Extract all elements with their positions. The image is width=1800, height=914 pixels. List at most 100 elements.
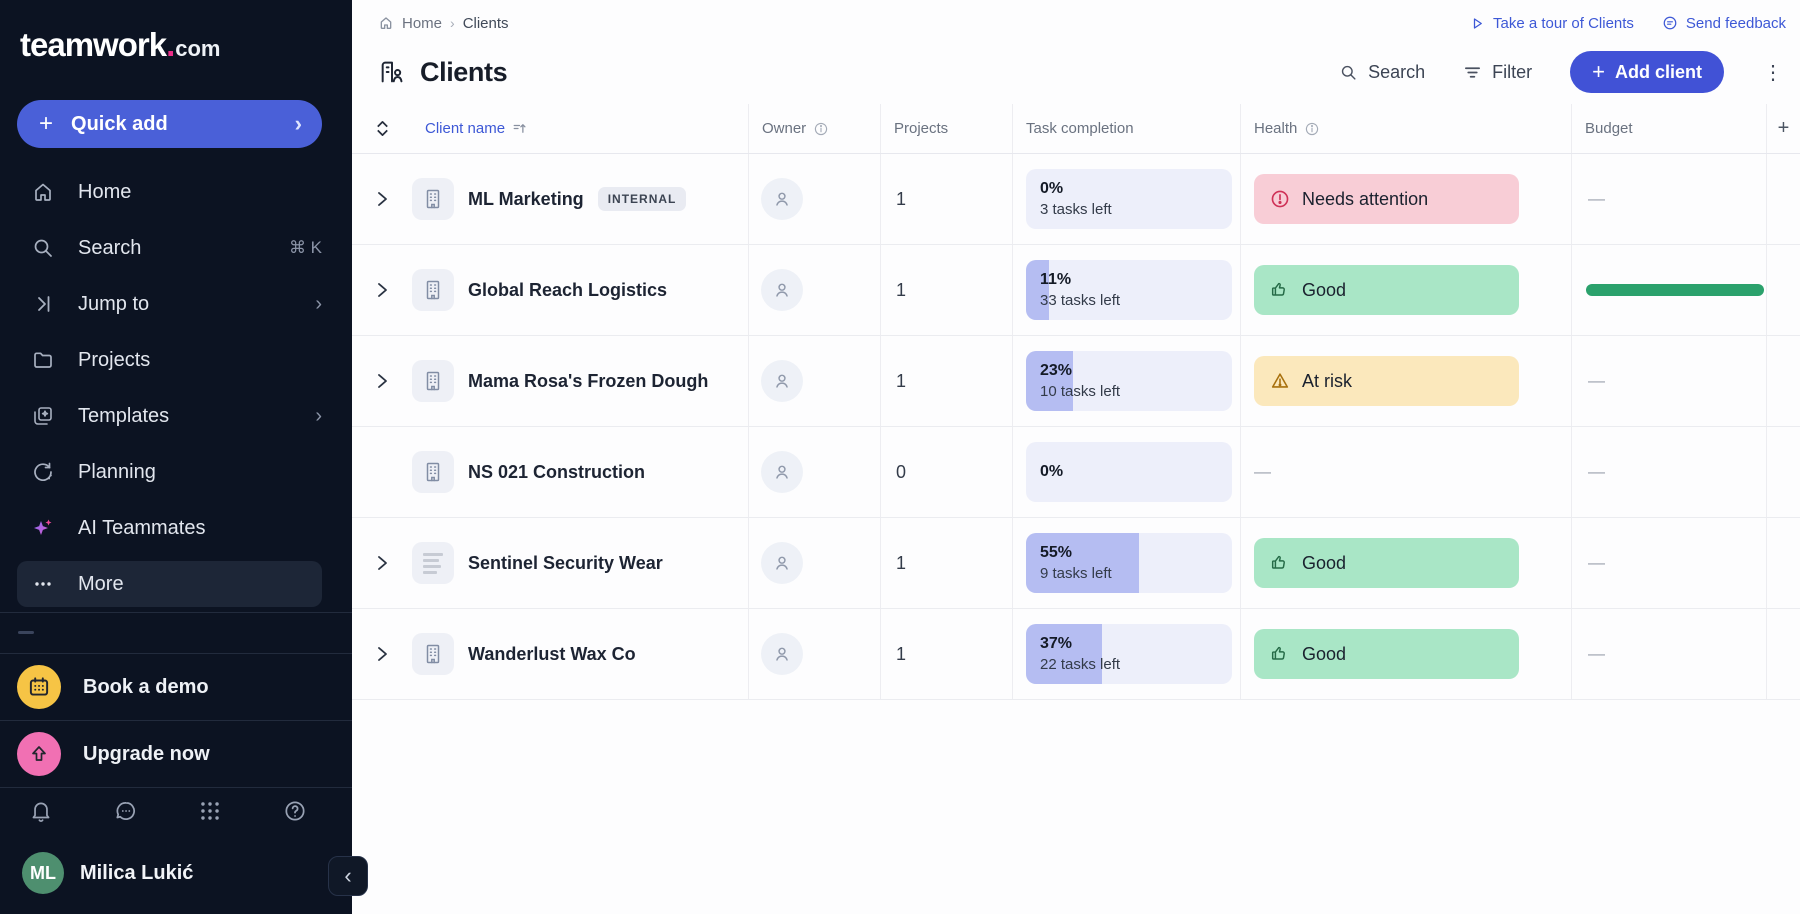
add-client-button[interactable]: + Add client xyxy=(1570,51,1724,93)
expand-collapse-icon xyxy=(376,121,388,136)
column-header-health[interactable]: Health xyxy=(1240,104,1571,153)
owner-cell xyxy=(748,609,880,699)
search-button[interactable]: Search xyxy=(1339,62,1425,83)
info-icon[interactable] xyxy=(1304,121,1320,137)
health-cell: At risk xyxy=(1240,336,1571,426)
health-badge[interactable]: Good xyxy=(1254,629,1519,679)
projects-cell: 1 xyxy=(880,336,1012,426)
sidebar-item-more[interactable]: More xyxy=(17,561,322,607)
projects-count: 1 xyxy=(896,552,907,573)
budget-progress-bar xyxy=(1586,284,1764,296)
add-column-button[interactable]: + xyxy=(1766,104,1800,153)
health-badge[interactable]: Good xyxy=(1254,538,1519,588)
client-name-link[interactable]: Wanderlust Wax Co xyxy=(468,643,636,664)
owner-avatar[interactable] xyxy=(761,633,803,675)
chevron-left-icon: ‹ xyxy=(344,863,352,888)
upgrade-now-button[interactable]: Upgrade now xyxy=(0,721,352,787)
person-icon xyxy=(776,283,788,297)
person-icon xyxy=(776,374,788,388)
sidebar-collapse-button[interactable]: ‹ xyxy=(328,856,368,896)
expand-row-icon[interactable] xyxy=(374,554,390,572)
quick-add-label: Quick add xyxy=(71,112,168,135)
health-badge[interactable]: Needs attention xyxy=(1254,174,1519,224)
expand-all-control[interactable] xyxy=(352,119,412,138)
help-icon[interactable] xyxy=(282,798,308,824)
teamwork-logo: teamwork.com xyxy=(20,26,352,64)
table-row[interactable]: Wanderlust Wax Co 1 37% 22 tasks left xyxy=(352,609,1800,700)
chevron-right-icon: › xyxy=(315,292,322,315)
tasks-left: 33 tasks left xyxy=(1040,291,1121,309)
sidebar-item-projects[interactable]: Projects xyxy=(0,332,352,388)
search-icon xyxy=(1341,65,1356,80)
home-breadcrumb-icon xyxy=(378,15,394,31)
drag-handle xyxy=(18,631,34,634)
client-logo xyxy=(412,269,454,311)
sidebar: teamwork.com + Quick add › Home Search ⌘… xyxy=(0,0,352,914)
health-cell: Good xyxy=(1240,518,1571,608)
column-header-owner[interactable]: Owner xyxy=(748,104,880,153)
row-spacer-cell xyxy=(1766,427,1800,517)
more-options-kebab[interactable]: ⋮ xyxy=(1763,61,1783,84)
budget-cell: — xyxy=(1571,427,1766,517)
sidebar-item-templates[interactable]: Templates › xyxy=(0,388,352,444)
filter-button[interactable]: Filter xyxy=(1463,62,1532,83)
apps-grid-icon[interactable] xyxy=(197,798,223,824)
client-name-link[interactable]: Sentinel Security Wear xyxy=(468,552,663,573)
person-icon xyxy=(776,465,788,479)
owner-cell xyxy=(748,245,880,335)
client-name-link[interactable]: ML Marketing xyxy=(468,188,584,209)
table-row[interactable]: ML Marketing INTERNAL 1 0% 3 tasks left xyxy=(352,154,1800,245)
task-progress-fill xyxy=(1026,351,1074,411)
task-completion-box: 37% 22 tasks left xyxy=(1026,624,1232,684)
column-header-projects[interactable]: Projects xyxy=(880,104,1012,153)
sort-ascending-icon xyxy=(513,124,526,133)
owner-avatar[interactable] xyxy=(761,360,803,402)
breadcrumb-home-link[interactable]: Home xyxy=(402,14,443,32)
sidebar-item-home[interactable]: Home xyxy=(0,164,352,220)
sidebar-item-ai-teammates[interactable]: AI Teammates xyxy=(0,500,352,556)
sidebar-item-jump-to[interactable]: Jump to › xyxy=(0,276,352,332)
chevron-right-icon: › xyxy=(294,111,302,136)
user-menu[interactable]: ML Milica Lukić xyxy=(0,852,352,894)
table-body: ML Marketing INTERNAL 1 0% 3 tasks left xyxy=(352,154,1800,700)
notifications-bell-icon[interactable] xyxy=(28,798,54,824)
owner-avatar[interactable] xyxy=(761,178,803,220)
info-icon[interactable] xyxy=(813,121,829,137)
projects-count: 0 xyxy=(896,461,907,482)
column-header-client-name[interactable]: Client name xyxy=(412,120,748,137)
chat-feedback-icon[interactable] xyxy=(113,798,139,824)
client-name-link[interactable]: Mama Rosa's Frozen Dough xyxy=(468,370,709,391)
column-header-task-completion[interactable]: Task completion xyxy=(1012,104,1240,153)
quick-add-button[interactable]: + Quick add › xyxy=(17,100,322,148)
row-spacer-cell xyxy=(1766,518,1800,608)
take-tour-link[interactable]: Take a tour of Clients xyxy=(1470,15,1634,32)
table-row[interactable]: Mama Rosa's Frozen Dough 1 23% 10 tasks … xyxy=(352,336,1800,427)
breadcrumb-current: Clients xyxy=(462,14,509,32)
health-badge[interactable]: Good xyxy=(1254,265,1519,315)
expand-row-icon[interactable] xyxy=(374,190,390,208)
table-row[interactable]: Sentinel Security Wear 1 55% 9 tasks lef… xyxy=(352,518,1800,609)
budget-empty-dash: — xyxy=(1588,462,1605,481)
column-header-budget[interactable]: Budget xyxy=(1571,104,1766,153)
search-icon xyxy=(30,236,56,260)
expand-row-icon[interactable] xyxy=(374,372,390,390)
ai-sparkles-icon xyxy=(30,516,56,540)
expand-row-icon[interactable] xyxy=(374,281,390,299)
owner-avatar[interactable] xyxy=(761,542,803,584)
health-cell: Good xyxy=(1240,609,1571,699)
avatar: ML xyxy=(22,852,64,894)
send-feedback-link[interactable]: Send feedback xyxy=(1662,15,1786,32)
sidebar-item-planning[interactable]: Planning xyxy=(0,444,352,500)
book-demo-button[interactable]: Book a demo xyxy=(0,654,352,720)
table-row[interactable]: Global Reach Logistics 1 11% 33 tasks le… xyxy=(352,245,1800,336)
owner-avatar[interactable] xyxy=(761,451,803,493)
expand-row-icon[interactable] xyxy=(374,645,390,663)
health-badge[interactable]: At risk xyxy=(1254,356,1519,406)
task-completion-cell: 11% 33 tasks left xyxy=(1012,245,1240,335)
table-row[interactable]: NS 021 Construction 0 0% — — xyxy=(352,427,1800,518)
client-name-link[interactable]: Global Reach Logistics xyxy=(468,279,668,300)
thumbs-up-icon xyxy=(1271,282,1285,296)
owner-avatar[interactable] xyxy=(761,269,803,311)
client-name-link[interactable]: NS 021 Construction xyxy=(468,461,646,482)
sidebar-item-search[interactable]: Search ⌘ K xyxy=(0,220,352,276)
